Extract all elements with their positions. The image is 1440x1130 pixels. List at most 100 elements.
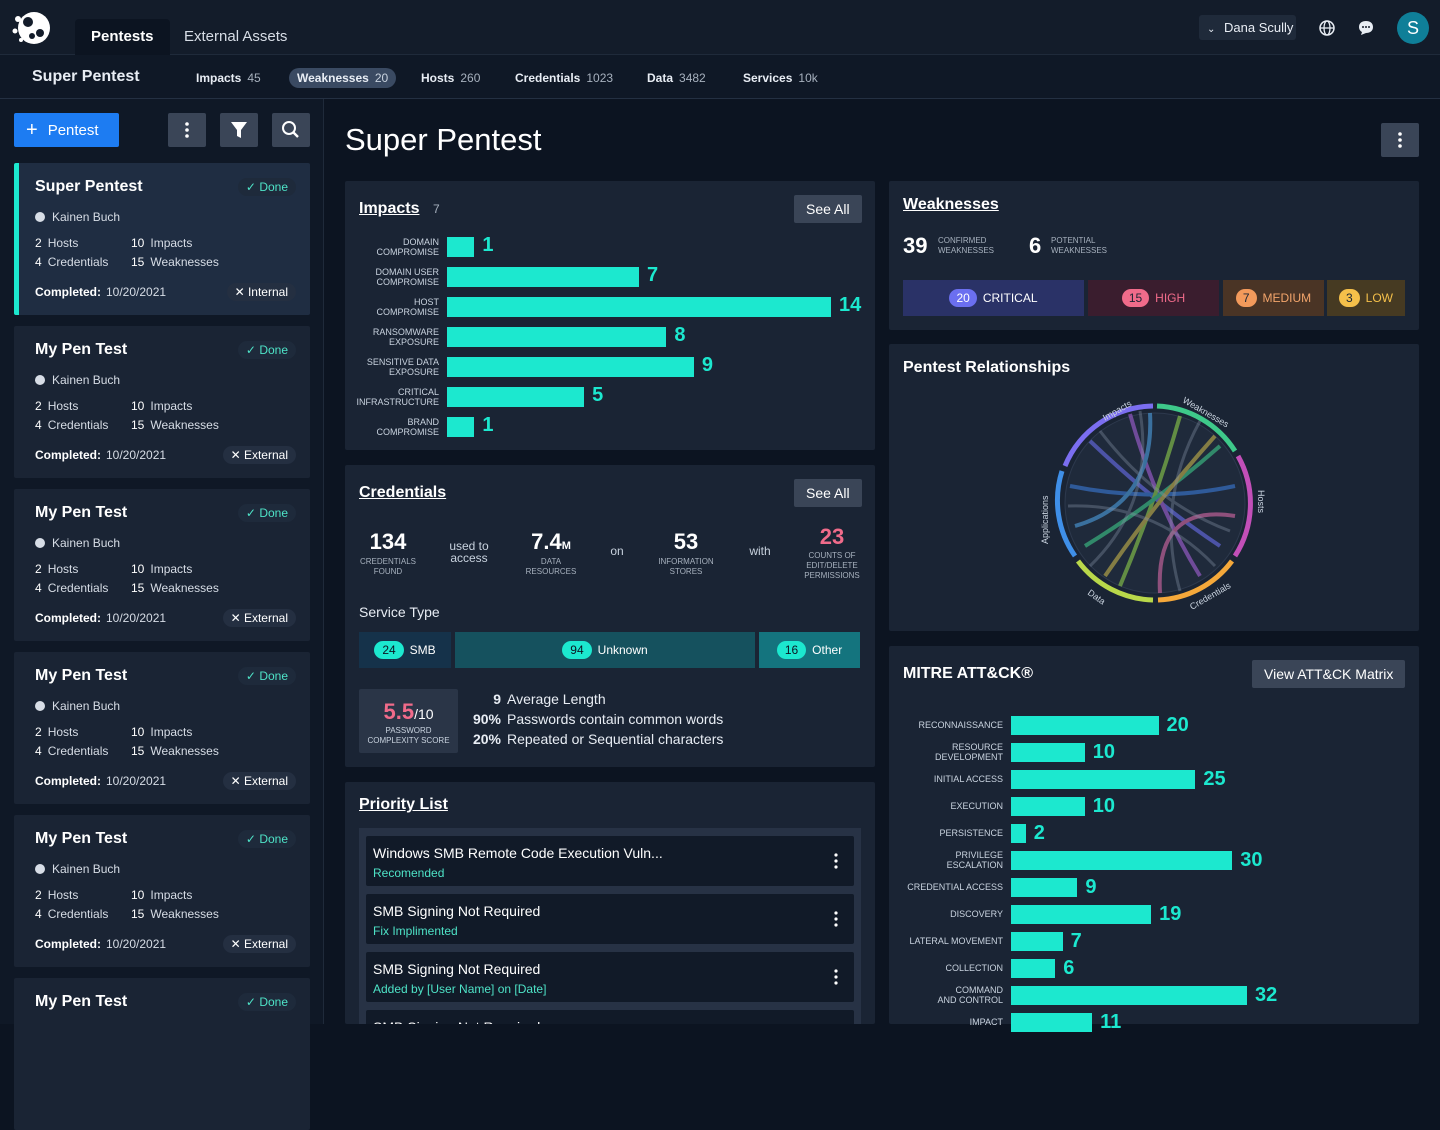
stat-data[interactable]: Data 3482 xyxy=(647,71,706,85)
pentest-owner: Kainen Buch xyxy=(35,862,120,876)
stat-weaknesses[interactable]: Weaknesses 20 xyxy=(289,68,397,88)
stat-impacts[interactable]: Impacts 45 xyxy=(196,71,261,85)
credentials-title[interactable]: Credentials xyxy=(359,484,447,501)
priority-item-status: Fix Implimented xyxy=(373,924,458,938)
check-icon: ✓ xyxy=(245,669,260,683)
mitre-title: MITRE ATT&CK® xyxy=(903,665,1033,682)
mitre-bar-value: 19 xyxy=(1159,903,1182,925)
weaknesses-count: 15 Weaknesses xyxy=(131,581,219,595)
potential-weaknesses-label: POTENTIAL WEAKNESSES xyxy=(1051,236,1108,255)
service-unknown[interactable]: 94 Unknown xyxy=(455,632,755,668)
impacts-count: 10 Impacts xyxy=(131,236,193,250)
page-more-button[interactable] xyxy=(1381,123,1419,157)
globe-icon[interactable] xyxy=(1317,18,1337,38)
priority-item[interactable]: SMB Signing Not Required Added by [User N… xyxy=(366,952,854,1002)
page-title: Super Pentest xyxy=(345,122,542,157)
mitre-bar[interactable] xyxy=(1011,770,1196,789)
pentest-card[interactable]: Super Pentest ✓ Done Kainen Buch 2 Hosts 10 Im… xyxy=(14,163,310,315)
chord-label-data: Data xyxy=(1086,587,1107,606)
priority-item[interactable]: Windows SMB Remote Code Execution Vuln..… xyxy=(366,836,854,886)
vertical-dots-icon[interactable] xyxy=(834,911,838,927)
completed-date: Completed: 10/20/2021 xyxy=(35,448,167,462)
mitre-bar[interactable] xyxy=(1011,743,1085,762)
service-other[interactable]: 16 Other xyxy=(759,632,860,668)
search-button[interactable] xyxy=(272,113,310,147)
information-stores-value: 53 xyxy=(673,529,699,554)
status-badge: ✓ Done xyxy=(237,830,296,848)
mitre-bar[interactable] xyxy=(1011,959,1056,978)
credentials-count: 4 Credentials xyxy=(35,255,109,269)
weaknesses-count: 15 Weaknesses xyxy=(131,744,219,758)
mitre-bar-value: 32 xyxy=(1255,984,1278,1006)
impact-bar[interactable] xyxy=(447,387,585,407)
hosts-count: 2 Hosts xyxy=(35,725,79,739)
impact-bar[interactable] xyxy=(447,417,475,437)
vertical-dots-icon[interactable] xyxy=(834,969,838,985)
tab-external-assets[interactable]: External Assets xyxy=(184,28,288,45)
pentest-card[interactable]: My Pen Test ✓ Done Kainen Buch 2 Hosts 10 Impa… xyxy=(14,489,310,641)
check-icon: ✓ xyxy=(245,180,260,194)
priority-item[interactable]: SMB Signing Not Required xyxy=(366,1010,854,1024)
pentest-card[interactable]: My Pen Test ✓ Done Kainen Buch 2 Hosts 10 Impa… xyxy=(14,815,310,967)
severity-low[interactable]: 3 LOW xyxy=(1327,280,1405,316)
user-icon xyxy=(35,212,45,222)
chat-icon[interactable] xyxy=(1356,18,1376,38)
view-attack-matrix-button[interactable]: View ATT&CK Matrix xyxy=(1252,660,1406,688)
filter-button[interactable] xyxy=(220,113,258,147)
more-options-button[interactable] xyxy=(168,113,206,147)
new-pentest-button[interactable]: + Pentest xyxy=(14,113,119,147)
mitre-bar[interactable] xyxy=(1011,716,1159,735)
severity-medium[interactable]: 7 MEDIUM xyxy=(1223,280,1324,316)
weaknesses-title[interactable]: Weaknesses xyxy=(903,196,999,213)
impacts-count: 10 Impacts xyxy=(131,399,193,413)
impact-bar[interactable] xyxy=(447,267,639,287)
credentials-see-all-button[interactable]: See All xyxy=(794,479,862,507)
pentest-card[interactable]: My Pen Test ✓ Done Kainen Buch 2 Hosts 10 Impa… xyxy=(14,326,310,478)
pentest-card[interactable]: My Pen Test ✓ Done Kainen Buch 2 Hosts 10 Impa… xyxy=(14,652,310,804)
severity-high[interactable]: 15 HIGH xyxy=(1088,280,1219,316)
user-icon xyxy=(35,375,45,385)
user-menu-button[interactable]: ⌄ Dana Scully xyxy=(1199,15,1296,40)
avatar[interactable]: S xyxy=(1397,12,1429,44)
service-smb[interactable]: 24 SMB xyxy=(359,632,451,668)
stat-services[interactable]: Services 10k xyxy=(743,71,818,85)
priority-list-title[interactable]: Priority List xyxy=(359,796,448,813)
impact-bar-label: DOMAIN USER COMPROMISE xyxy=(375,267,439,287)
impacts-see-all-button[interactable]: See All xyxy=(794,195,862,223)
on-text: on xyxy=(610,544,624,558)
mitre-bar-label: IMPACT xyxy=(969,1017,1003,1027)
impact-bar[interactable] xyxy=(447,237,475,257)
impact-bar[interactable] xyxy=(447,357,694,377)
impact-bar[interactable] xyxy=(447,297,831,317)
potential-weaknesses-value: 6 xyxy=(1029,233,1042,258)
top-bar: Pentests External Assets ⌄ Dana Scully S xyxy=(0,0,1440,55)
stat-credentials[interactable]: Credentials 1023 xyxy=(515,71,614,85)
stat-hosts[interactable]: Hosts 260 xyxy=(421,71,481,85)
mitre-bar-value: 10 xyxy=(1092,741,1115,763)
mitre-bar[interactable] xyxy=(1011,824,1026,843)
priority-item[interactable]: SMB Signing Not Required Fix Implimented xyxy=(366,894,854,944)
chord-arc-applications xyxy=(1054,470,1078,558)
completed-date: Completed: 10/20/2021 xyxy=(35,937,167,951)
scope-tag: ✕ External xyxy=(222,609,296,627)
mitre-bar[interactable] xyxy=(1011,851,1233,870)
mitre-bar[interactable] xyxy=(1011,878,1078,897)
mitre-bar[interactable] xyxy=(1011,986,1247,1005)
impact-bar-value: 9 xyxy=(701,354,713,376)
close-icon: ✕ xyxy=(230,611,244,625)
mitre-bar[interactable] xyxy=(1011,905,1152,924)
mitre-bar[interactable] xyxy=(1011,797,1085,816)
tab-pentests[interactable]: Pentests xyxy=(75,19,170,55)
relationships-chord-diagram[interactable]: Impacts Weaknesses Hosts Credentials Dat… xyxy=(1030,396,1280,616)
pentest-card[interactable]: My Pen Test ✓ Done xyxy=(14,978,310,1130)
mitre-bar[interactable] xyxy=(1011,1013,1093,1032)
impact-bar[interactable] xyxy=(447,327,667,347)
user-icon xyxy=(35,864,45,874)
hosts-count: 2 Hosts xyxy=(35,562,79,576)
mitre-bar[interactable] xyxy=(1011,932,1063,951)
impact-bar-value: 8 xyxy=(674,324,686,346)
vertical-dots-icon[interactable] xyxy=(834,853,838,869)
severity-critical[interactable]: 20 CRITICAL xyxy=(903,280,1084,316)
impacts-title[interactable]: Impacts xyxy=(359,200,420,217)
logo-icon[interactable] xyxy=(10,9,55,47)
